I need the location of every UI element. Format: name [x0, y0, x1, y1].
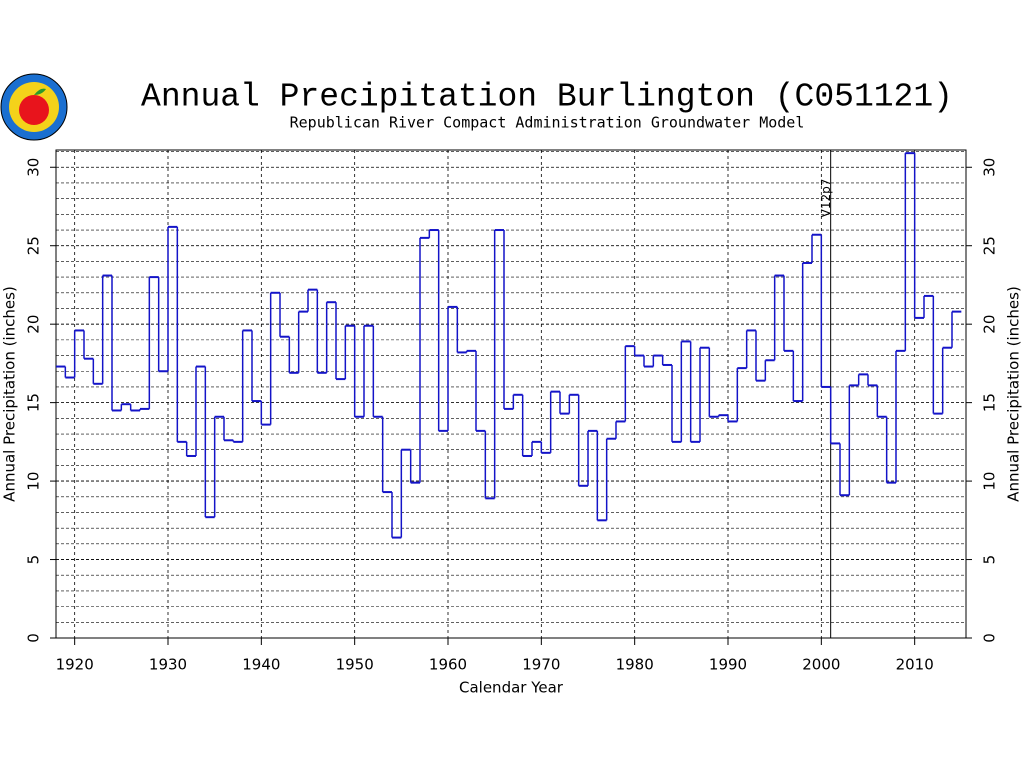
chart-subtitle: Republican River Compact Administration …: [290, 114, 805, 132]
x-axis-label: Calendar Year: [459, 679, 564, 697]
x-tick-label: 2000: [802, 656, 840, 674]
plot-frame: [55, 149, 967, 639]
x-tick-label: 1990: [709, 656, 747, 674]
y-tick-label: 0: [25, 633, 43, 643]
y2-tick-label: 0: [981, 633, 999, 643]
y2-tick-label: 10: [981, 472, 999, 491]
y-tick-label: 20: [25, 315, 43, 334]
y-axis-label: Annual Precipitation (inches): [1, 286, 19, 502]
chart-title: Annual Precipitation Burlington (C051121…: [141, 79, 953, 116]
x-tick-label: 2010: [896, 656, 934, 674]
y2-tick-label: 20: [981, 315, 999, 334]
y2-tick-label: 30: [981, 158, 999, 177]
x-tick-label: 1960: [429, 656, 467, 674]
x-tick-label: 1950: [336, 656, 374, 674]
x-tick-label: 1980: [616, 656, 654, 674]
logo: [0, 73, 68, 141]
x-tick-label: 1970: [522, 656, 560, 674]
y-tick-label: 15: [25, 393, 43, 412]
x-tick-label: 1940: [242, 656, 280, 674]
y2-axis-label: Annual Precipitation (inches): [1005, 286, 1023, 502]
y-tick-label: 10: [25, 472, 43, 491]
y-tick-label: 25: [25, 236, 43, 255]
y2-tick-label: 25: [981, 236, 999, 255]
y-tick-label: 5: [25, 555, 43, 565]
y2-tick-label: 5: [981, 555, 999, 565]
x-tick-label: 1930: [149, 656, 187, 674]
x-tick-label: 1920: [56, 656, 94, 674]
y2-tick-label: 15: [981, 393, 999, 412]
y-tick-label: 30: [25, 158, 43, 177]
annotation-label: V12p7: [819, 179, 833, 218]
